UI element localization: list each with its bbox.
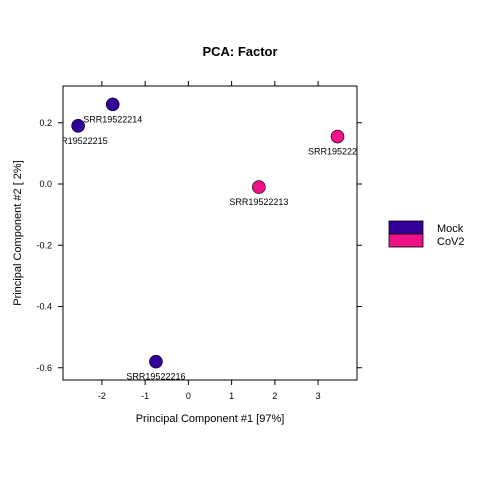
y-axis-label: Principal Component #2 [ 2%] [12,160,24,306]
point-label: SRR19522216 [126,372,185,382]
x-tick-label: 2 [272,391,277,401]
y-axis: -0.6 -0.4 -0.2 0.0 0.2 [36,118,362,373]
y-tick-label: -0.2 [36,240,52,250]
x-tick-label: -2 [98,391,106,401]
point-label: SRR19522213 [229,197,288,207]
data-point [330,129,345,144]
data-points: SRR19522214 SRR19522215 SRR19522216 SRR1952… [49,97,367,382]
legend-label: Mock [437,223,464,235]
data-point [149,354,163,369]
legend-swatch [388,220,424,235]
y-tick-label: -0.6 [36,363,52,373]
y-tick-label: -0.4 [36,302,52,312]
y-tick-label: 0.2 [39,118,52,128]
y-tick-label: 0.0 [39,179,52,189]
x-tick-label: 3 [316,391,321,401]
data-point [71,119,85,133]
plot-frame [62,85,358,381]
x-tick-label: 0 [186,391,191,401]
legend-label: CoV2 [437,236,465,248]
x-axis-label: Principal Component #1 [97%] [136,413,285,425]
x-tick-label: -1 [141,391,149,401]
data-point [105,97,120,112]
x-axis: -2 -1 0 1 2 3 [98,81,321,401]
chart-title: PCA: Factor [202,44,277,59]
point-label: SRR19522215 [49,136,108,146]
point-label: SRR19522212 [308,147,367,157]
data-point [252,180,266,194]
x-tick-label: 1 [229,391,234,401]
legend-swatch [388,233,424,248]
point-label: SRR19522214 [83,114,142,124]
